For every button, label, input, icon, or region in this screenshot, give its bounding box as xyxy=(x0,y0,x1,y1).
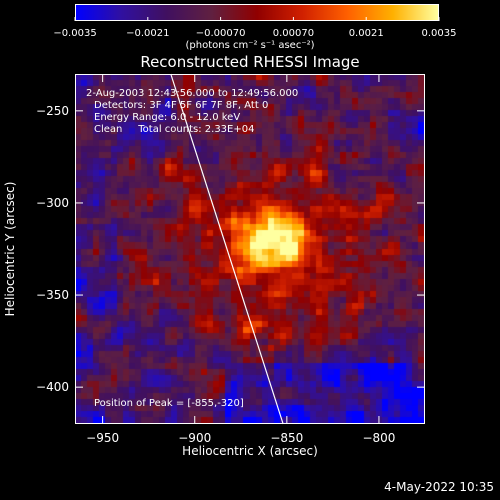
heatmap-image xyxy=(75,74,425,424)
colorbar-ticks: −0.0035 −0.0021 −0.00070 0.00070 0.0021 0.003… xyxy=(53,17,457,39)
colorbar-units: (photons cm⁻² s⁻¹ asec⁻²) xyxy=(185,40,315,51)
timestamp-footer: 4-May-2022 10:35 xyxy=(384,480,494,494)
colorbar-tick-label: 0.0021 xyxy=(349,28,384,39)
x-axis-label: Heliocentric X (arcsec) xyxy=(182,444,318,458)
y-tick-label: −350 xyxy=(36,288,69,302)
colorbar-tick-label: −0.0021 xyxy=(126,28,169,39)
y-tick-label: −400 xyxy=(36,380,69,394)
y-tick-label: −250 xyxy=(36,104,69,118)
x-tick-label: −800 xyxy=(362,431,395,445)
x-tick-label: −900 xyxy=(178,431,211,445)
colorbar-tick-label: −0.0035 xyxy=(53,28,96,39)
peak-position-annotation: Position of Peak = [-855,-320] xyxy=(94,398,244,409)
x-tick-label: −850 xyxy=(270,431,303,445)
x-tick-label: −950 xyxy=(86,431,119,445)
colorbar-tick-label: −0.00070 xyxy=(196,28,246,39)
colorbar xyxy=(75,4,439,21)
solar-limb-line xyxy=(170,73,284,425)
detectors-annotation: Detectors: 3F 4F 5F 6F 7F 8F, Att 0 xyxy=(94,100,269,111)
time-range-annotation: 2-Aug-2003 12:43:56.000 to 12:49:56.000 xyxy=(86,88,299,99)
y-axis-label-text: Heliocentric Y (arcsec) xyxy=(3,181,17,317)
energy-annotation: Energy Range: 6.0 - 12.0 keV xyxy=(94,112,241,123)
colorbar-tick-label: 0.0035 xyxy=(422,28,457,39)
y-tick-label: −300 xyxy=(36,196,69,210)
plot-frame xyxy=(75,74,425,424)
chart-title: Reconstructed RHESSI Image xyxy=(140,53,360,71)
clean-annotation: Clean Total counts: 2.33E+04 xyxy=(94,124,255,135)
colorbar-tick-label: 0.00070 xyxy=(273,28,314,39)
